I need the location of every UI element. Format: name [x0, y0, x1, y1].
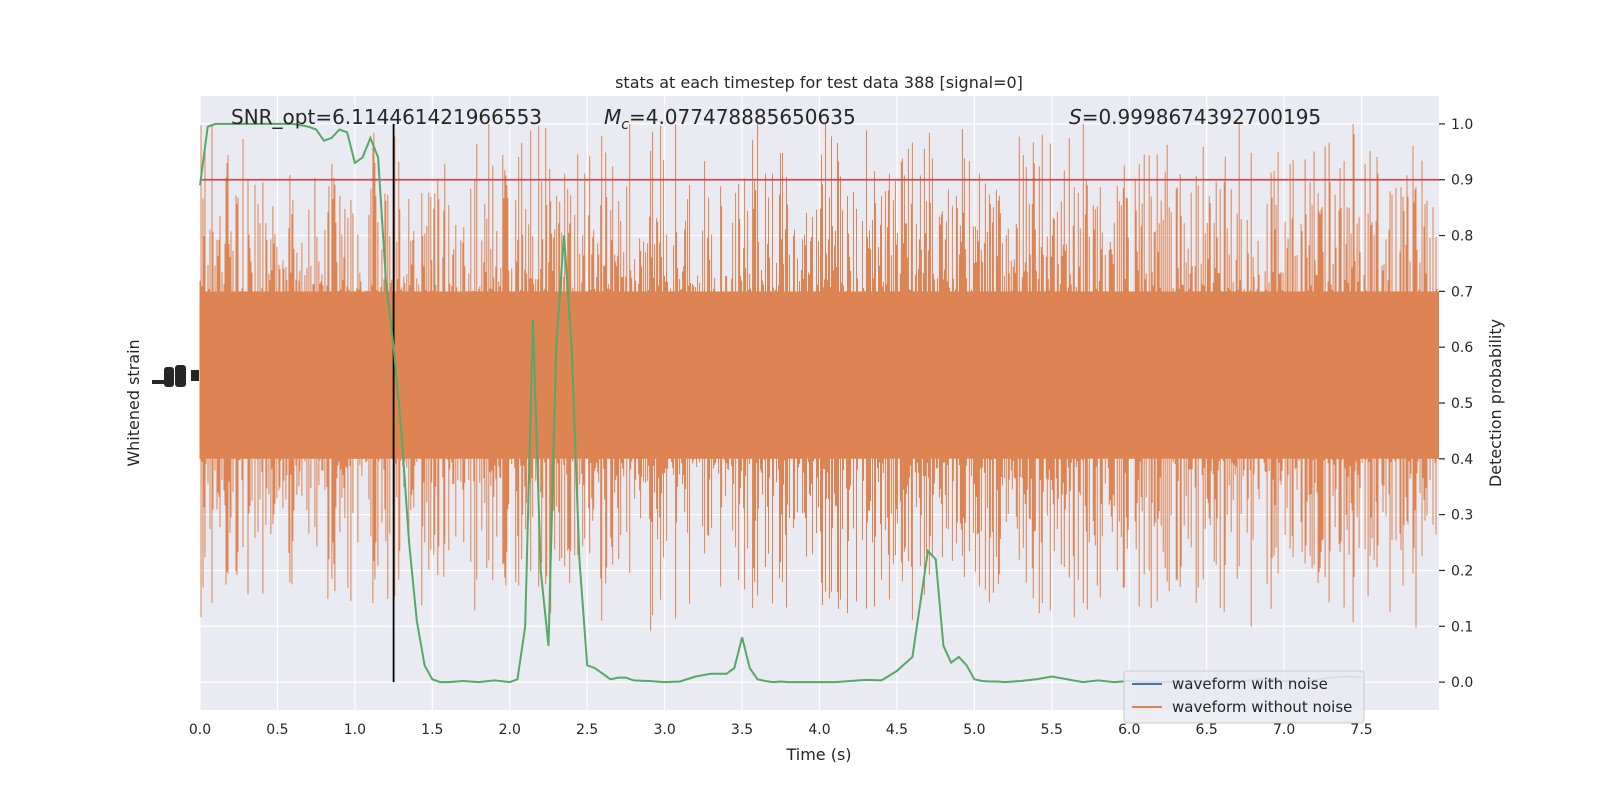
x-tick-label: 7.5	[1350, 722, 1372, 738]
noise-trace	[199, 123, 1439, 631]
right-y-axis-label: Detection probability	[1486, 319, 1505, 487]
y-tick-label: 0.3	[1451, 508, 1473, 524]
left-tick-cluster	[152, 365, 199, 387]
left-tick-mark	[152, 380, 168, 384]
x-tick-label: 0.5	[266, 722, 288, 738]
y-tick-label: 0.1	[1451, 619, 1473, 635]
chirp-mass-subscript: c	[621, 117, 629, 133]
waveform-without-noise-series	[199, 123, 1439, 631]
reference-lines	[200, 123, 1439, 683]
chirp-mass-value: =4.077478885650635	[629, 105, 856, 129]
score-value: =0.9998674392700195	[1082, 105, 1321, 129]
y-tick-label: 0.5	[1451, 396, 1473, 412]
y-tick-label: 0.6	[1451, 340, 1473, 356]
legend-label-with-noise: waveform with noise	[1172, 675, 1328, 693]
x-tick-label: 1.0	[344, 722, 366, 738]
score-symbol: S	[1069, 105, 1082, 129]
y-tick-label: 0.7	[1451, 284, 1473, 300]
score-annotation: S=0.9998674392700195	[1069, 105, 1321, 129]
x-tick-label: 6.5	[1196, 722, 1218, 738]
x-tick-label: 6.0	[1118, 722, 1140, 738]
x-tick-label: 2.0	[499, 722, 521, 738]
y-tick-label: 0.8	[1451, 229, 1473, 245]
chirp-mass-symbol: M	[604, 105, 621, 129]
x-tick-label: 1.5	[421, 722, 443, 738]
y-tick-label: 0.2	[1451, 563, 1473, 579]
x-tick-label: 3.0	[653, 722, 675, 738]
x-tick-label: 5.0	[963, 722, 985, 738]
x-tick-label: 3.5	[731, 722, 753, 738]
legend: waveform with noise waveform without noi…	[1123, 670, 1365, 724]
x-tick-label: 7.0	[1273, 722, 1295, 738]
left-tick-mark	[191, 370, 199, 381]
x-axis-label: Time (s)	[785, 745, 851, 764]
left-y-axis-label: Whitened strain	[124, 339, 143, 466]
y-tick-label: 0.0	[1451, 675, 1473, 691]
y-tick-label: 0.9	[1451, 173, 1473, 189]
left-tick-blob	[164, 367, 174, 387]
x-tick-label: 0.0	[189, 722, 211, 738]
legend-box	[1123, 670, 1365, 724]
legend-label-without-noise: waveform without noise	[1172, 698, 1352, 716]
y-tick-label: 1.0	[1451, 117, 1473, 133]
x-tick-label: 4.5	[886, 722, 908, 738]
right-y-axis-ticks: 0.0 0.1 0.2 0.3 0.4 0.5 0.6 0.7 0.8 0.9 1.0	[1439, 117, 1473, 691]
snr-annotation: SNR_opt=6.114461421966553	[231, 105, 542, 129]
chirp-mass-annotation: Mc=4.077478885650635	[604, 105, 856, 133]
x-tick-label: 4.0	[808, 722, 830, 738]
chart-title: stats at each timestep for test data 388…	[615, 73, 1023, 92]
x-tick-label: 5.5	[1041, 722, 1063, 738]
left-tick-blob	[175, 365, 186, 387]
y-tick-label: 0.4	[1451, 452, 1473, 468]
detection-probability-line	[199, 122, 1362, 684]
x-tick-label: 2.5	[576, 722, 598, 738]
x-axis-ticks: 0.0 0.5 1.0 1.5 2.0 2.5 3.0 3.5 4.0 4.5 5.0 5.5 6.0 6…	[189, 722, 1373, 738]
